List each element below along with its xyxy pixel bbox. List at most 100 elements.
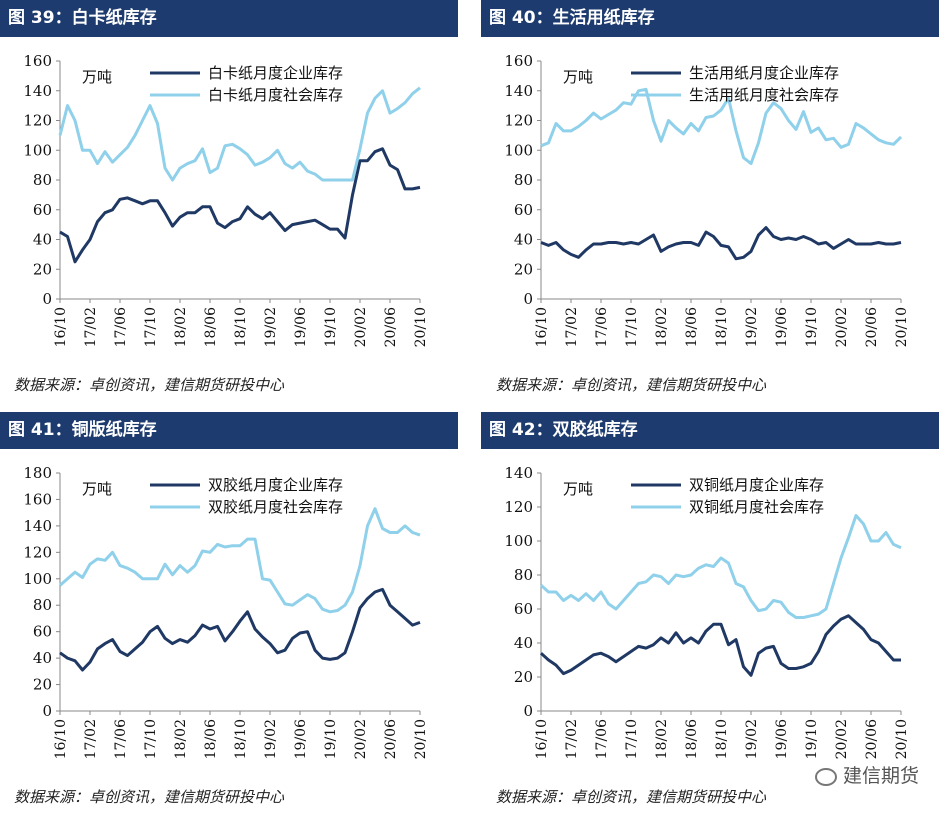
chart-title: 图 41：铜版纸库存 xyxy=(0,412,458,449)
y-tick-label: 100 xyxy=(23,141,52,159)
x-tick-label: 19/02 xyxy=(263,719,279,759)
legend-label: 双铜纸月度社会库存 xyxy=(689,498,824,516)
chart-title: 图 39：白卡纸库存 xyxy=(0,0,458,37)
y-tick-label: 120 xyxy=(23,543,52,561)
x-tick-label: 19/10 xyxy=(804,307,820,347)
y-tick-label: 80 xyxy=(514,566,533,584)
series-line xyxy=(540,226,902,261)
x-tick-label: 18/10 xyxy=(714,307,730,347)
y-tick-label: 20 xyxy=(33,676,52,694)
x-tick-label: 17/06 xyxy=(113,719,129,759)
x-tick-label: 20/06 xyxy=(864,307,880,347)
x-tick-label: 18/06 xyxy=(203,307,219,347)
y-tick-label: 120 xyxy=(23,112,52,130)
y-tick-label: 40 xyxy=(33,649,52,667)
y-tick-label: 100 xyxy=(504,532,533,550)
panel-fig40: 图 40：生活用纸库存 0 20 40 60 80 100 120 140 160 16/10 17… xyxy=(481,0,939,367)
x-tick-label: 20/10 xyxy=(894,719,910,759)
series-line xyxy=(59,507,421,614)
x-tick-label: 20/10 xyxy=(413,719,429,759)
y-tick-label: 140 xyxy=(504,82,533,100)
y-tick-label: 40 xyxy=(33,231,52,249)
legend-label: 双胶纸月度社会库存 xyxy=(208,498,343,516)
y-tick-label: 160 xyxy=(23,490,52,508)
panel-fig41: 图 41：铜版纸库存 0 20 40 60 80 100 120 140 160 180 16/10… xyxy=(0,412,458,779)
unit-label: 万吨 xyxy=(563,480,593,498)
x-tick-label: 18/06 xyxy=(684,719,700,759)
legend-label: 生活用纸月度社会库存 xyxy=(689,86,839,104)
x-tick-label: 18/10 xyxy=(233,307,249,347)
x-tick-label: 17/06 xyxy=(594,719,610,759)
panel-fig42: 图 42：双胶纸库存 0 20 40 60 80 100 120 140 16/10 17/02 1… xyxy=(481,412,939,779)
x-tick-label: 19/10 xyxy=(804,719,820,759)
legend-label: 双铜纸月度企业库存 xyxy=(689,476,824,494)
x-tick-label: 18/06 xyxy=(684,307,700,347)
x-tick-label: 19/06 xyxy=(774,307,790,347)
y-tick-label: 140 xyxy=(504,464,533,482)
x-tick-label: 20/02 xyxy=(353,307,369,347)
x-tick-label: 18/10 xyxy=(233,719,249,759)
line-chart: 0 20 40 60 80 100 120 140 160 16/10 17/02 17/06 17/1… xyxy=(504,52,910,347)
y-tick-label: 60 xyxy=(33,201,52,219)
y-tick-label: 100 xyxy=(23,570,52,588)
x-tick-label: 20/06 xyxy=(383,307,399,347)
y-tick-label: 140 xyxy=(23,517,52,535)
x-tick-label: 17/10 xyxy=(143,307,159,347)
source-note: 数据来源：卓创资讯，建信期货研投中心 xyxy=(14,788,285,806)
x-tick-label: 19/02 xyxy=(744,719,760,759)
x-tick-label: 17/06 xyxy=(594,307,610,347)
y-tick-label: 0 xyxy=(523,702,533,720)
legend-label: 白卡纸月度企业库存 xyxy=(208,64,343,82)
x-tick-label: 16/10 xyxy=(534,719,550,759)
y-tick-label: 100 xyxy=(504,141,533,159)
y-tick-label: 60 xyxy=(33,623,52,641)
x-tick-label: 19/06 xyxy=(293,307,309,347)
line-chart: 0 20 40 60 80 100 120 140 160 16/10 17/02 17/06 17/1… xyxy=(23,52,429,347)
source-note: 数据来源：卓创资讯，建信期货研投中心 xyxy=(496,788,767,806)
x-tick-label: 18/02 xyxy=(654,719,670,759)
series-line xyxy=(59,587,421,672)
y-tick-label: 120 xyxy=(504,498,533,516)
x-tick-label: 17/10 xyxy=(624,719,640,759)
y-tick-label: 140 xyxy=(23,82,52,100)
y-tick-label: 160 xyxy=(23,52,52,70)
x-tick-label: 20/06 xyxy=(864,719,880,759)
y-tick-label: 40 xyxy=(514,634,533,652)
series-line xyxy=(59,147,421,264)
x-tick-label: 20/02 xyxy=(834,307,850,347)
x-tick-label: 18/02 xyxy=(173,307,189,347)
x-tick-label: 17/02 xyxy=(564,307,580,347)
line-chart: 0 20 40 60 80 100 120 140 160 180 16/10 17/02 17/06 1… xyxy=(23,464,429,759)
watermark-text: 建信期货 xyxy=(842,765,919,787)
y-tick-label: 180 xyxy=(23,464,52,482)
x-tick-label: 19/02 xyxy=(263,307,279,347)
y-tick-label: 120 xyxy=(504,112,533,130)
y-tick-label: 0 xyxy=(42,290,52,308)
x-tick-label: 20/10 xyxy=(413,307,429,347)
y-tick-label: 80 xyxy=(33,596,52,614)
x-tick-label: 16/10 xyxy=(53,719,69,759)
unit-label: 万吨 xyxy=(82,68,112,86)
legend-label: 生活用纸月度企业库存 xyxy=(689,64,839,82)
line-chart: 0 20 40 60 80 100 120 140 16/10 17/02 17/06 17/10 18… xyxy=(504,464,910,759)
watermark: 建信期货 xyxy=(814,761,919,788)
wechat-icon xyxy=(814,767,837,786)
x-tick-label: 19/10 xyxy=(323,307,339,347)
x-tick-label: 19/06 xyxy=(293,719,309,759)
x-tick-label: 17/10 xyxy=(143,719,159,759)
x-tick-label: 17/10 xyxy=(624,307,640,347)
legend-label: 双胶纸月度企业库存 xyxy=(208,476,343,494)
x-tick-label: 18/02 xyxy=(173,719,189,759)
y-tick-label: 40 xyxy=(514,231,533,249)
x-tick-label: 20/02 xyxy=(353,719,369,759)
x-tick-label: 18/02 xyxy=(654,307,670,347)
source-note: 数据来源：卓创资讯，建信期货研投中心 xyxy=(496,376,767,394)
source-note: 数据来源：卓创资讯，建信期货研投中心 xyxy=(14,376,285,394)
chart-title: 图 40：生活用纸库存 xyxy=(481,0,939,37)
x-tick-label: 19/06 xyxy=(774,719,790,759)
panel-fig39: 图 39：白卡纸库存 0 20 40 60 80 100 120 140 160 16/10 17/… xyxy=(0,0,458,367)
y-tick-label: 60 xyxy=(514,201,533,219)
x-tick-label: 17/02 xyxy=(83,307,99,347)
legend-label: 白卡纸月度社会库存 xyxy=(208,86,343,104)
series-line xyxy=(539,514,902,619)
